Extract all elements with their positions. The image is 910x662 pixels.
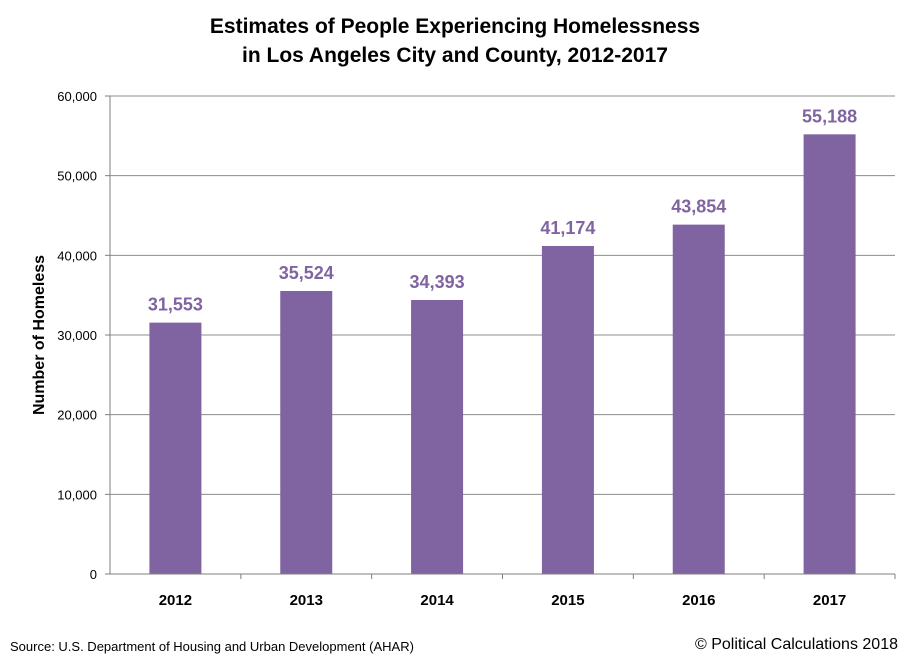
gridlines [110, 95, 895, 495]
data-label-2014: 34,393 [410, 272, 465, 292]
y-tick-label: 40,000 [57, 248, 97, 263]
bar-2017 [803, 134, 856, 574]
y-tick-label: 20,000 [57, 408, 97, 423]
y-tick-label: 30,000 [57, 328, 97, 343]
chart-title-line-2: in Los Angeles City and County, 2012-201… [242, 44, 668, 67]
bars-group: 31,553 35,524 34,393 41,174 43,854 55,188 [148, 106, 857, 574]
data-label-2016: 43,854 [671, 197, 726, 217]
y-tick-label: 0 [90, 567, 97, 582]
x-tick-label-2015: 2015 [551, 592, 584, 609]
x-tick-label-2012: 2012 [159, 592, 192, 609]
data-label-2013: 35,524 [279, 263, 334, 283]
copyright-note: © Political Calculations 2018 [694, 636, 898, 653]
axes: 0 10,000 20,000 30,000 40,000 50,000 60,000 201… [57, 89, 896, 609]
y-tick-label: 50,000 [57, 169, 97, 184]
x-tick-label-2013: 2013 [290, 592, 323, 609]
data-label-2012: 31,553 [148, 295, 203, 315]
bar-2014 [411, 300, 464, 574]
y-tick-label: 10,000 [57, 487, 97, 502]
x-tick-label-2014: 2014 [420, 592, 454, 609]
data-label-2015: 41,174 [540, 218, 595, 238]
data-label-2017: 55,188 [802, 106, 857, 126]
bar-2015 [541, 245, 594, 574]
source-note: Source: U.S. Department of Housing and U… [10, 639, 414, 654]
y-tick-label: 60,000 [57, 89, 97, 104]
bar-2013 [280, 290, 333, 574]
chart-title-line-1: Estimates of People Experiencing Homeles… [210, 15, 700, 38]
y-axis-label: Number of Homeless [31, 255, 48, 415]
bar-2012 [149, 322, 202, 574]
bar-2016 [672, 224, 725, 574]
x-tick-label-2017: 2017 [813, 592, 846, 609]
x-tick-label-2016: 2016 [682, 592, 715, 609]
